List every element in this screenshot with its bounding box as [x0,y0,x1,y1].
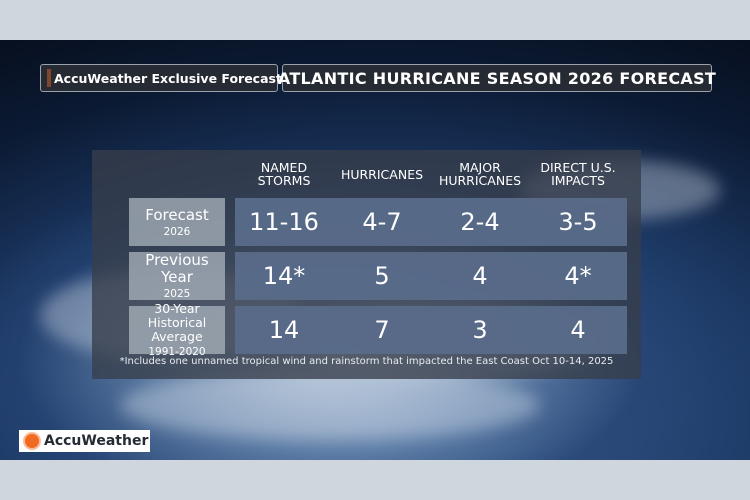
cell-forecast-major-hurricanes: 2-4 [431,198,529,246]
brand-label: AccuWeather Exclusive Forecast [54,70,282,86]
footnote: *Includes one unnamed tropical wind and … [119,356,614,367]
row-label-forecast: Forecast 2026 [129,198,225,246]
cell-average-named-storms: 14 [235,306,333,354]
cell-average-direct-impacts: 4 [529,306,627,354]
column-header-hurricanes: HURRICANES [340,166,424,182]
brand-header: AccuWeather Exclusive Forecast [40,64,282,92]
column-header-named-storms: NAMED STORMS [257,160,311,188]
forecast-table: NAMED STORMS HURRICANES MAJOR HURRICANES D… [92,150,641,379]
row-label-text: Previous Year [145,251,209,286]
row-label-text: Forecast [145,205,209,224]
row-label-year: 2026 [163,225,191,238]
cell-previous-named-storms: 14* [235,252,333,300]
cell-previous-direct-impacts: 4* [529,252,627,300]
column-header-direct-impacts: DIRECT U.S. IMPACTS [540,160,616,188]
cloud-shape [120,370,540,440]
row-label-previous-year: Previous Year 2025 [129,252,225,300]
cell-forecast-named-storms: 11-16 [235,198,333,246]
cell-average-major-hurricanes: 3 [431,306,529,354]
row-label-year: 2025 [163,288,191,300]
cell-forecast-hurricanes: 4-7 [333,198,431,246]
row-label-historical-average: 30-Year Historical Average 1991-2020 [129,302,225,358]
row-label-years: 1991-2020 [148,346,206,358]
title-header: ATLANTIC HURRICANE SEASON 2026 FORECAST [278,64,716,92]
page-title: ATLANTIC HURRICANE SEASON 2026 FORECAST [277,68,717,88]
accuweather-logo: AccuWeather [19,430,150,452]
logo-text: AccuWeather [44,433,149,449]
forecast-graphic: AccuWeather Exclusive Forecast ATLANTIC … [0,40,750,460]
cell-average-hurricanes: 7 [333,306,431,354]
accuweather-sun-icon [25,434,39,448]
cell-previous-hurricanes: 5 [333,252,431,300]
column-header-major-hurricanes: MAJOR HURRICANES [438,160,522,188]
cell-previous-major-hurricanes: 4 [431,252,529,300]
cell-forecast-direct-impacts: 3-5 [529,198,627,246]
row-label-text: 30-Year Historical Average [147,301,207,344]
